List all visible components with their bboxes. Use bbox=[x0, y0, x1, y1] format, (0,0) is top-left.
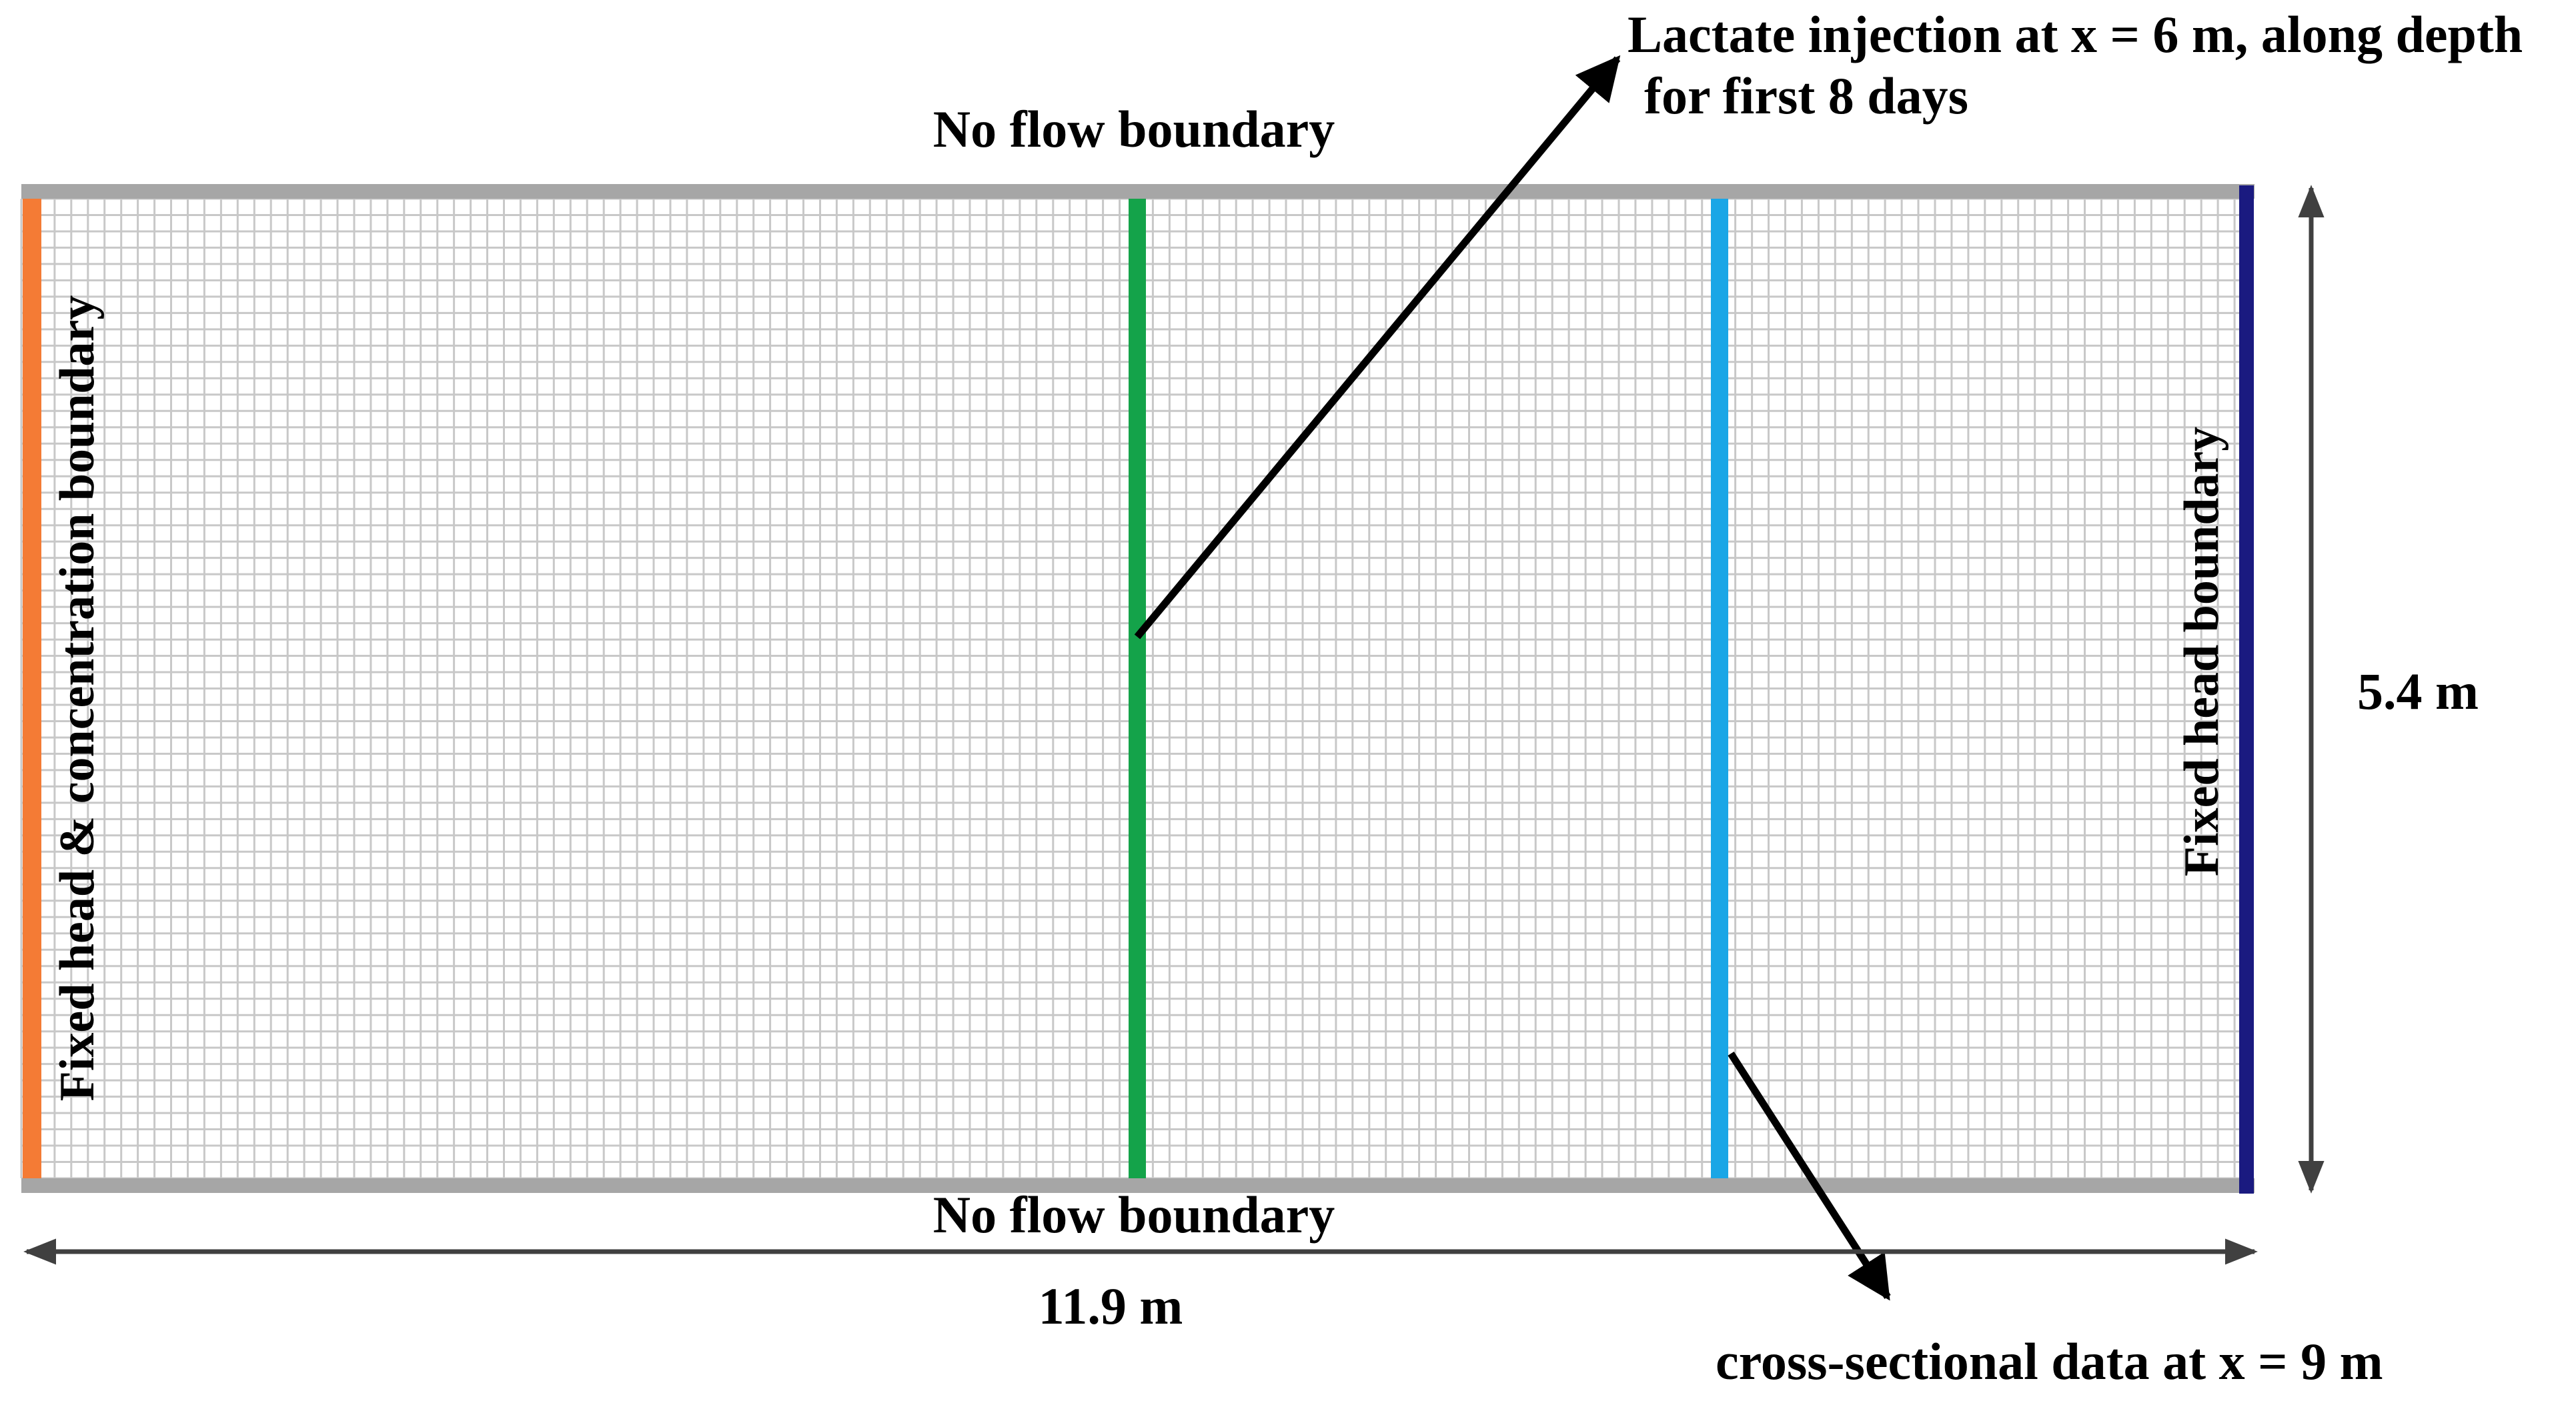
width-dimension-label: 11.9 m bbox=[1039, 1277, 1183, 1335]
injection-label-line1: Lactate injection at x = 6 m, along dept… bbox=[1628, 5, 2523, 63]
right-boundary-label: Fixed head boundary bbox=[2174, 427, 2229, 876]
injection-label-line2: for first 8 days bbox=[1644, 67, 1968, 125]
height-dimension-label: 5.4 m bbox=[2357, 662, 2479, 720]
cross-section-callout-arrow bbox=[1728, 1052, 1891, 1301]
bottom-boundary-label: No flow boundary bbox=[933, 1186, 1335, 1244]
cross-section-label: cross-sectional data at x = 9 m bbox=[1716, 1332, 2383, 1390]
left-boundary-label: Fixed head & concentration boundary bbox=[50, 295, 105, 1102]
top-boundary-label: No flow boundary bbox=[933, 100, 1335, 158]
injection-callout-arrow bbox=[1134, 55, 1621, 639]
